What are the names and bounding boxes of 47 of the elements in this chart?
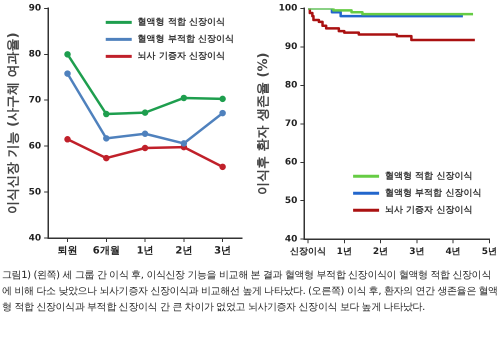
legend-label: 뇌사 기증자 신장이식 <box>385 206 472 216</box>
x-tick-label: 1년 <box>336 246 352 257</box>
point <box>219 164 226 170</box>
y-tick-label: 90 <box>28 4 42 14</box>
legend-label: 혈액형 적합 신장이식 <box>385 172 472 182</box>
y-tick-label: 50 <box>284 196 298 206</box>
y-axis-title: 이식신장 기능 (사구체 여과율) <box>6 32 22 214</box>
y-tick-label: 60 <box>284 158 298 168</box>
point <box>103 154 110 162</box>
x-tick-label: 3년 <box>214 246 232 257</box>
y-tick-label: 70 <box>284 119 298 130</box>
x-tick-label: 퇴원 <box>58 246 78 257</box>
x-tick-label: 6개월 <box>92 246 120 257</box>
y-tick-label: 80 <box>28 50 42 60</box>
point <box>180 140 188 147</box>
legend-label: 혈액형 부적합 신장이식 <box>138 34 234 45</box>
x-tick-label: 5년 <box>482 246 497 257</box>
point <box>142 130 148 138</box>
point <box>219 110 226 116</box>
point <box>142 109 148 116</box>
point <box>64 51 71 58</box>
x-tick-label: 1년 <box>136 246 154 257</box>
y-tick-label: 60 <box>28 142 42 152</box>
point <box>142 144 148 152</box>
point <box>64 136 71 143</box>
point <box>103 110 110 118</box>
legend-label: 혈액형 부적합 신장이식 <box>385 188 482 199</box>
legend-label: 혈액형 적합 신장이식 <box>138 18 226 28</box>
legend-label: 뇌사 기증자 신장이식 <box>138 52 226 62</box>
x-tick-label: 2년 <box>175 246 192 257</box>
x-tick-label: 4년 <box>445 246 461 257</box>
y-tick-label: 90 <box>284 42 298 52</box>
x-tick-label: 2년 <box>372 246 388 257</box>
caption: 그림1) (왼쪽) 세 그룹 간 이식 후, 이식신장 기능을 비교해 본 결과 혈액형 부적합 신장이식이 혈액형 적합 신장이식에 비해 다소 낮았으나 뇌사기증자 신장이식과 비교해선 높게 나타났다. (오른쪽) 이식 후, 환자의 연간 생존율은 혈액형 적합 신장이식과 부적합 신장이식 간 큰 차이가 없었고 뇌사기증자 신장이식 보다 높게 나타났다. <box>1 269 499 315</box>
point <box>64 70 71 77</box>
x-tick-label: 신장이식 <box>290 246 326 257</box>
point <box>103 135 110 142</box>
point <box>219 96 226 102</box>
y-tick-label: 40 <box>284 234 298 245</box>
point <box>180 94 188 102</box>
x-tick-label: 3년 <box>409 246 424 257</box>
y-tick-label: 50 <box>28 187 42 198</box>
y-tick-label: 40 <box>28 233 42 244</box>
y-tick-label: 100 <box>278 4 298 14</box>
y-axis-title: 이식후 환자 생존율 (%) <box>256 52 272 196</box>
y-tick-label: 70 <box>28 96 42 106</box>
y-tick-label: 80 <box>284 80 298 91</box>
